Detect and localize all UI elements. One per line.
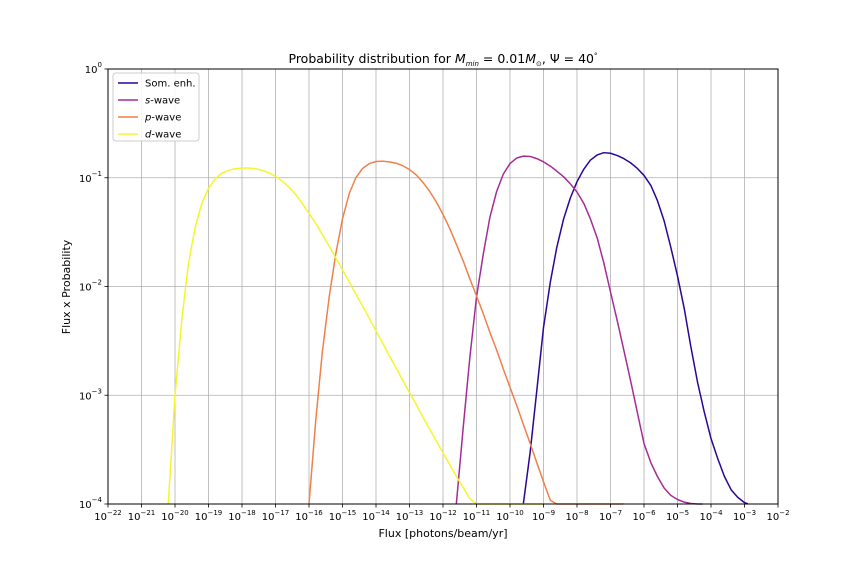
x-tick-label: 10−19	[195, 509, 223, 523]
x-tick-label: 10−9	[532, 509, 555, 523]
series-line-1	[455, 155, 703, 505]
legend-box	[112, 72, 200, 142]
series-line-0	[522, 151, 749, 505]
legend: Som. enh. s-wave p-wave d-wave	[112, 72, 200, 142]
y-tick-label: 10−1	[79, 170, 102, 185]
x-tick-label: 10−15	[329, 509, 357, 523]
x-axis-label: Flux [photons/beam/yr]	[378, 527, 507, 540]
x-tick-label: 10−6	[632, 509, 656, 523]
x-tick-label: 10−17	[262, 509, 290, 523]
legend-label-2: p-wave	[144, 113, 181, 124]
x-tick-label: 10−5	[666, 509, 689, 523]
x-tick-label: 10−3	[733, 509, 756, 523]
x-tick-label: 10−21	[128, 509, 156, 523]
legend-label-1: s-wave	[145, 96, 180, 107]
y-tick-label: 10−3	[79, 387, 102, 402]
x-tick-label: 10−22	[94, 509, 122, 523]
legend-label-0: Som. enh.	[145, 79, 196, 90]
x-tick-label: 10−14	[362, 509, 390, 523]
legend-label-3: d-wave	[145, 130, 181, 141]
x-tick-label: 10−10	[496, 509, 524, 523]
x-tick-label: 10−16	[295, 509, 323, 523]
x-tick-label: 10−2	[766, 509, 789, 523]
x-tick-label: 10−4	[699, 509, 723, 523]
grid	[107, 68, 779, 505]
y-tick-label: 10−2	[79, 279, 102, 294]
y-tick-label: 10−4	[79, 496, 103, 511]
x-tick-label: 10−7	[599, 509, 622, 523]
x-tick-label: 10−8	[565, 509, 588, 523]
x-tick-label: 10−18	[228, 509, 256, 523]
x-tick-label: 10−11	[463, 509, 491, 523]
y-tick-label: 100	[85, 61, 102, 76]
chart-title: Probability distribution for Mmin = 0.01…	[289, 51, 598, 68]
x-tick-label: 10−13	[396, 509, 424, 523]
x-axis-ticks: 10−22 10−21 10−20 10−19 10−18 10−17 10−16 10−15…	[94, 504, 790, 523]
x-tick-label: 10−12	[429, 509, 457, 523]
y-axis-label: Flux x Probability	[60, 239, 73, 334]
y-axis-ticks: 10−4 10−3 10−2 10−1 100	[79, 61, 108, 511]
x-tick-label: 10−20	[161, 509, 189, 523]
